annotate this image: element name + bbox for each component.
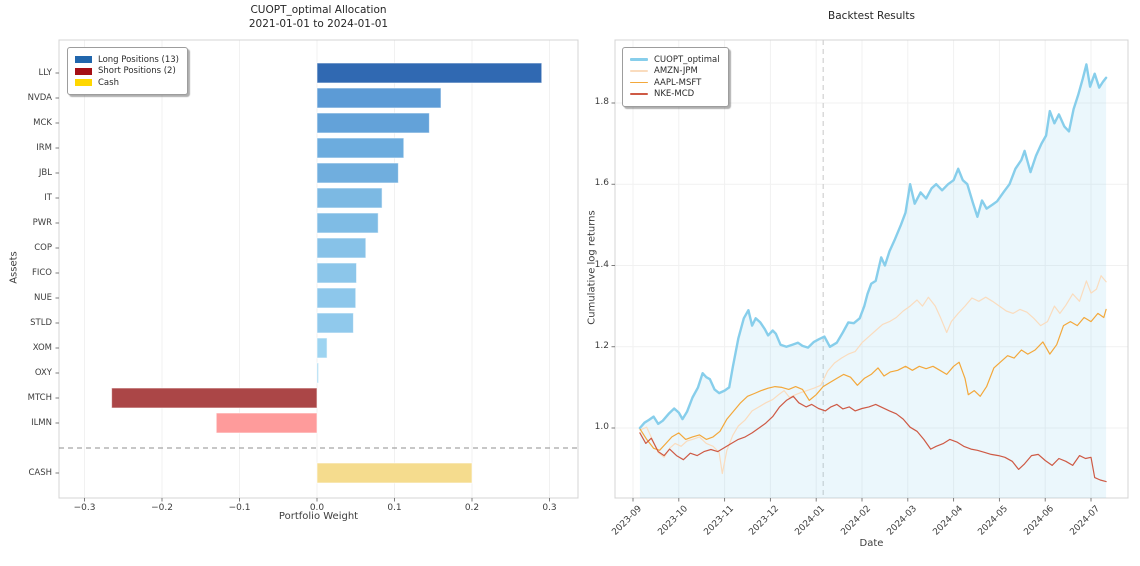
bar-LLY — [316, 62, 543, 84]
series-line-AMZN-JPM — [639, 275, 1107, 475]
series-line-AAPL-MSFT — [639, 308, 1107, 451]
legend-label: AMZN-JPM — [654, 66, 698, 76]
y-tick-label: 1.2 — [594, 340, 609, 351]
bar-OXY — [316, 362, 320, 384]
y-tick-label-ILMN: ILMN — [31, 418, 52, 428]
legend-label: Long Positions (13) — [98, 54, 179, 65]
y-tick-label-MCK: MCK — [33, 118, 52, 128]
x-tick-label: −0.1 — [228, 503, 251, 513]
y-tick-label: 1.4 — [594, 259, 609, 270]
series-line-NKE-MCD — [639, 395, 1107, 483]
legend-item: NKE-MCD — [630, 89, 720, 99]
backtest-legend: CUOPT_optimal AMZN-JPM AAPL-MSFT NKE-MCD — [622, 47, 729, 107]
x-tick-label: 0.0 — [309, 503, 325, 513]
legend-item: Cash — [75, 78, 179, 88]
y-tick-label-NVDA: NVDA — [27, 93, 52, 103]
y-tick-label-STLD: STLD — [30, 318, 52, 328]
bar-PWR — [316, 212, 379, 234]
allocation-legend: Long Positions (13) Short Positions (2) Ca… — [67, 47, 188, 95]
bar-IT — [316, 187, 383, 209]
legend-label: NKE-MCD — [654, 89, 695, 99]
series-line-CUOPT_optimal — [638, 63, 1108, 430]
legend-swatch — [75, 79, 92, 86]
y-tick-label-IRM: IRM — [36, 143, 52, 153]
legend-swatch — [75, 67, 92, 75]
legend-line-swatch — [630, 70, 648, 72]
legend-item: CUOPT_optimal — [630, 55, 720, 65]
x-tick-label: −0.2 — [151, 503, 173, 513]
y-tick-label-XOM: XOM — [32, 343, 52, 353]
y-tick-label-FICO: FICO — [31, 268, 52, 278]
bar-JBL — [316, 162, 399, 184]
legend-label: Short Positions (2) — [98, 66, 176, 76]
y-tick-label-IT: IT — [44, 193, 52, 203]
x-tick-label: 0.2 — [464, 503, 480, 513]
bar-CASH — [316, 462, 473, 484]
backtest-x-axis-label: Date — [859, 538, 884, 549]
x-tick-label: 0.1 — [387, 503, 402, 513]
bar-ILMN — [215, 412, 318, 434]
legend-label: Cash — [98, 77, 119, 88]
x-tick-label: 0.3 — [542, 503, 557, 513]
y-tick-label-COP: COP — [34, 243, 52, 253]
y-tick-label: 1.0 — [594, 422, 609, 432]
backtest-chart-title: Backtest Results — [828, 10, 915, 22]
legend-label: CUOPT_optimal — [654, 54, 720, 65]
allocation-title-line1: CUOPT_optimal Allocation — [250, 4, 387, 16]
allocation-title-line2: 2021-01-01 to 2024-01-01 — [248, 18, 389, 30]
y-tick-label-PWR: PWR — [32, 218, 52, 228]
fill-area-CUOPT_optimal — [639, 64, 1107, 499]
bar-NVDA — [316, 87, 442, 109]
legend-line-swatch — [630, 58, 648, 61]
legend-item: Long Positions (13) — [75, 55, 179, 65]
allocation-chart-title: CUOPT_optimal Allocation 2021-01-01 to 2… — [59, 3, 578, 31]
y-tick-label-CASH: CASH — [28, 468, 52, 478]
legend-line-swatch — [630, 93, 648, 95]
legend-label: AAPL-MSFT — [654, 77, 702, 88]
axes-spines — [614, 39, 1129, 499]
legend-item: AMZN-JPM — [630, 66, 720, 76]
axes-spines — [58, 39, 579, 499]
legend-item: Short Positions (2) — [75, 66, 179, 76]
y-tick-label-JBL: JBL — [38, 168, 52, 178]
bar-FICO — [316, 262, 358, 284]
bar-COP — [316, 237, 367, 259]
y-tick-label-NUE: NUE — [34, 293, 52, 303]
y-tick-label-OXY: OXY — [34, 368, 52, 378]
legend-line-swatch — [630, 81, 648, 84]
y-tick-label-LLY: LLY — [38, 68, 52, 78]
y-tick-label-MTCH: MTCH — [27, 393, 52, 403]
bar-XOM — [316, 337, 328, 359]
bar-MCK — [316, 112, 430, 134]
legend-swatch — [75, 56, 92, 63]
bar-IRM — [316, 137, 405, 159]
allocation-x-axis-label: Portfolio Weight — [278, 511, 359, 522]
bar-NUE — [316, 287, 357, 309]
x-tick-label: −0.3 — [73, 503, 96, 513]
y-tick-label: 1.6 — [594, 178, 609, 189]
bar-STLD — [316, 312, 354, 334]
bar-MTCH — [111, 387, 318, 409]
legend-item: AAPL-MSFT — [630, 78, 720, 88]
y-tick-label: 1.8 — [594, 97, 609, 107]
